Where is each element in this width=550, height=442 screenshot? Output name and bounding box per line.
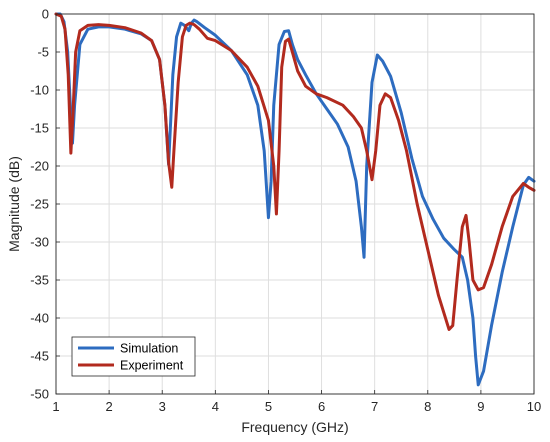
y-tick-label: -10 <box>30 83 49 98</box>
x-tick-label: 4 <box>212 399 219 414</box>
y-tick-label: -15 <box>30 121 49 136</box>
series-line-experiment <box>54 12 536 331</box>
x-axis-title: Frequency (GHz) <box>241 419 348 435</box>
x-tick-label: 3 <box>159 399 166 414</box>
x-tick-label: 10 <box>527 399 541 414</box>
y-tick-label: -45 <box>30 349 49 364</box>
x-tick-label: 1 <box>52 399 59 414</box>
y-tick-label: -30 <box>30 235 49 250</box>
legend-label: Experiment <box>120 359 184 373</box>
y-tick-label: -40 <box>30 311 49 326</box>
x-tick-label: 5 <box>265 399 272 414</box>
series-group <box>54 12 536 387</box>
legend-label: Simulation <box>120 342 178 356</box>
x-tick-label: 8 <box>424 399 431 414</box>
y-axis-title: Magnitude (dB) <box>6 156 22 252</box>
axis-ticks: 1 2 3 4 5 6 7 8 9 10 0 -5 -10 -15 -20 -25 -30 -35 -40 -45 -5… <box>30 7 541 415</box>
x-tick-label: 6 <box>318 399 325 414</box>
x-tick-label: 9 <box>477 399 484 414</box>
y-tick-label: -35 <box>30 273 49 288</box>
y-tick-label: -5 <box>37 45 49 60</box>
legend-box <box>71 336 196 377</box>
y-tick-label: -20 <box>30 159 49 174</box>
y-tick-label: -25 <box>30 197 49 212</box>
y-tick-label: -50 <box>30 387 49 402</box>
x-tick-label: 2 <box>105 399 112 414</box>
x-tick-label: 7 <box>371 399 378 414</box>
y-tick-label: 0 <box>42 7 49 22</box>
legend: Simulation Experiment <box>71 336 196 377</box>
